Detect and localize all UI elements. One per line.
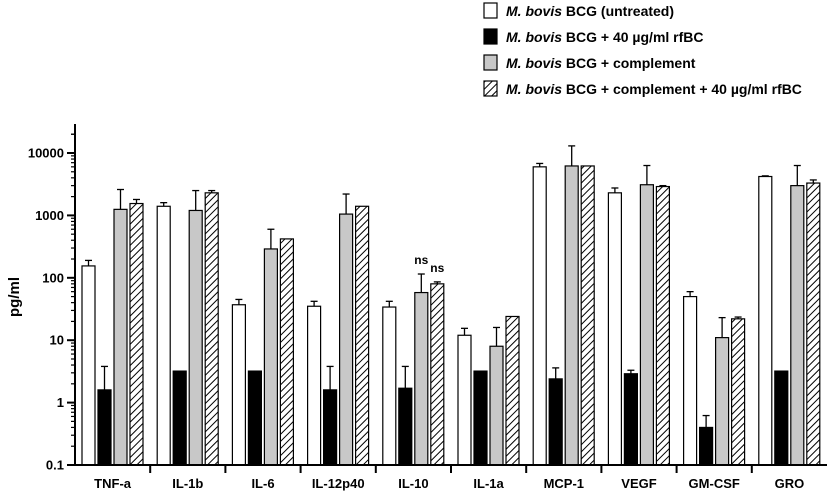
- legend-label-2: M. bovis BCG + 40 µg/ml rfBC: [506, 29, 704, 45]
- legend-swatch-4: [483, 80, 498, 97]
- category-label-tnf-a: TNF-a: [94, 476, 132, 491]
- bar-gm-csf-series-4: [730, 318, 746, 466]
- bar-il-12p40-series-1: [307, 305, 322, 466]
- bar-gro-series-1: [758, 175, 773, 466]
- y-tick-label: 0.1: [46, 458, 64, 473]
- bar-tnf-a-series-3: [113, 208, 128, 466]
- y-axis-label: pg/ml: [6, 277, 23, 317]
- legend-italic-species: M. bovis: [506, 81, 562, 97]
- y-tick-label: 10000: [28, 146, 64, 161]
- legend-swatch-3: [483, 54, 498, 71]
- legend-rest: BCG + complement + 40 µg/ml rfBC: [562, 81, 802, 97]
- bar-il-12p40-series-4: [355, 205, 370, 466]
- category-label-mcp-1: MCP-1: [544, 476, 584, 491]
- bar-vegf-series-2: [623, 373, 639, 466]
- y-tick-label: 1: [57, 395, 64, 410]
- bar-il-6-series-3: [263, 248, 278, 466]
- bar-gm-csf-series-2: [698, 426, 714, 466]
- bar-gm-csf-series-3: [714, 337, 730, 466]
- bar-mcp-1-series-2: [548, 378, 563, 466]
- bar-il-10-series-4: [430, 283, 445, 466]
- annotation-ns: ns: [430, 261, 444, 275]
- bar-il-6-series-2: [247, 370, 262, 466]
- category-label-vegf: VEGF: [621, 476, 656, 491]
- y-tick-label: 100: [42, 270, 64, 285]
- legend-rest: BCG + complement: [562, 55, 696, 71]
- bar-mcp-1-series-1: [532, 166, 547, 466]
- bar-il-1b-series-2: [172, 370, 187, 466]
- legend-rest: BCG (untreated): [562, 3, 674, 19]
- bar-il-1b-series-1: [156, 205, 171, 466]
- legend-italic-species: M. bovis: [506, 29, 562, 45]
- bar-il-1b-series-4: [204, 192, 219, 466]
- legend-label-4: M. bovis BCG + complement + 40 µg/ml rfB…: [506, 81, 802, 97]
- bar-mcp-1-series-3: [564, 165, 579, 466]
- bar-il-12p40-series-2: [323, 389, 338, 466]
- bar-il-1a-series-3: [489, 345, 504, 466]
- bar-mcp-1-series-4: [580, 165, 595, 466]
- bar-vegf-series-3: [639, 184, 655, 466]
- bar-gro-series-4: [806, 182, 821, 466]
- bar-vegf-series-1: [607, 192, 623, 466]
- legend-label-3: M. bovis BCG + complement: [506, 55, 696, 71]
- category-label-il-1a: IL-1a: [473, 476, 504, 491]
- category-label-il-1b: IL-1b: [172, 476, 203, 491]
- bar-il-12p40-series-3: [339, 213, 354, 466]
- annotation-ns: ns: [414, 253, 428, 267]
- legend-swatch-1: [483, 2, 498, 19]
- y-tick-label: 1000: [35, 208, 64, 223]
- category-label-il-10: IL-10: [398, 476, 428, 491]
- bar-il-10-series-1: [382, 306, 397, 466]
- category-label-gm-csf: GM-CSF: [689, 476, 740, 491]
- bar-tnf-a-series-2: [97, 389, 112, 466]
- bar-gro-series-2: [774, 370, 789, 466]
- category-label-il-12p40: IL-12p40: [312, 476, 365, 491]
- y-tick-label: 10: [50, 333, 64, 348]
- legend-swatch-2: [483, 28, 498, 45]
- category-label-gro: GRO: [775, 476, 805, 491]
- category-label-il-6: IL-6: [251, 476, 274, 491]
- bar-il-1a-series-1: [457, 334, 472, 466]
- bar-il-1a-series-4: [505, 315, 520, 466]
- legend-italic-species: M. bovis: [506, 3, 562, 19]
- bar-gm-csf-series-1: [682, 295, 698, 466]
- bar-il-1a-series-2: [473, 370, 488, 466]
- bar-il-10-series-2: [398, 387, 413, 466]
- legend-rest: BCG + 40 µg/ml rfBC: [562, 29, 703, 45]
- bar-tnf-a-series-1: [81, 265, 96, 466]
- bar-il-6-series-4: [279, 238, 294, 466]
- bar-il-1b-series-3: [188, 209, 203, 466]
- bar-il-10-series-3: [414, 291, 429, 466]
- bar-gro-series-3: [790, 185, 805, 466]
- bar-vegf-series-4: [655, 185, 671, 466]
- legend-label-1: M. bovis BCG (untreated): [506, 3, 674, 19]
- bar-tnf-a-series-4: [129, 202, 144, 466]
- bar-il-6-series-1: [231, 304, 246, 466]
- legend-italic-species: M. bovis: [506, 55, 562, 71]
